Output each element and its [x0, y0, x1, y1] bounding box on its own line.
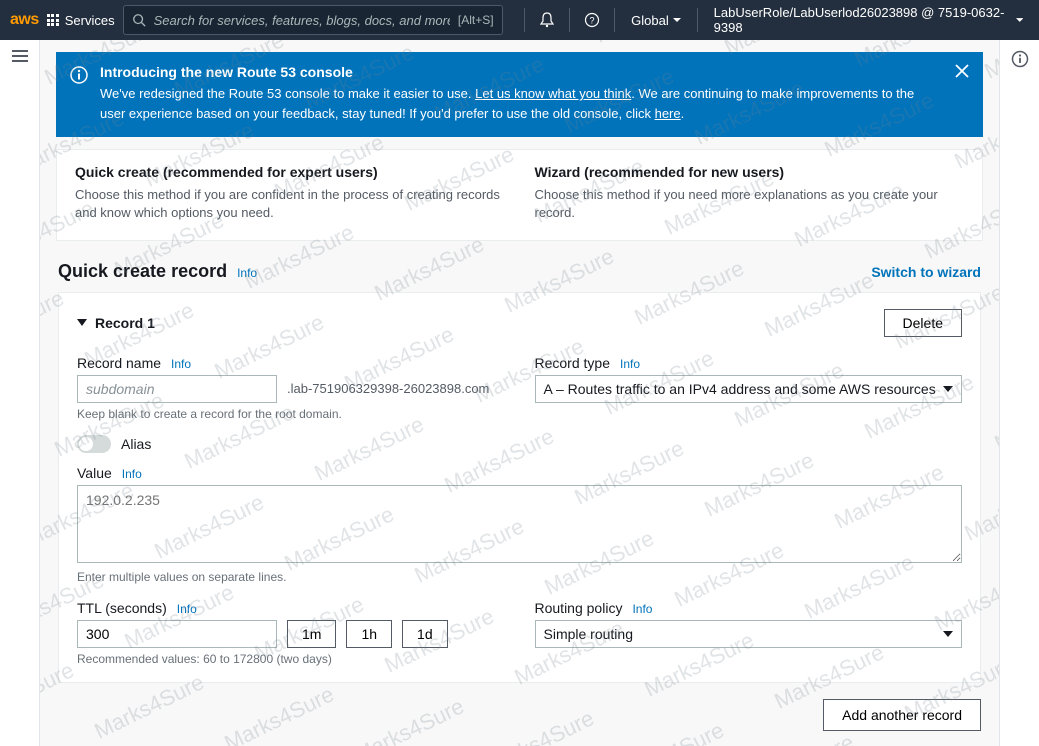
svg-text:?: ?: [590, 16, 595, 26]
left-rail: [0, 40, 40, 746]
ttl-1d-button[interactable]: 1d: [402, 620, 448, 648]
record-card: Record 1 Delete Record name Info .lab-75…: [58, 292, 981, 683]
record-name-hint: Keep blank to create a record for the ro…: [77, 407, 505, 421]
value-label: Value Info: [77, 465, 962, 481]
region-label: Global: [631, 13, 669, 28]
user-label: LabUserRole/LabUserlod26023898 @ 7519-06…: [714, 5, 1012, 35]
banner-title: Introducing the new Route 53 console: [100, 64, 943, 80]
domain-suffix: .lab-751906329398-26023898.com: [287, 381, 489, 398]
info-panel-icon[interactable]: [1011, 50, 1029, 68]
info-link[interactable]: Info: [620, 357, 640, 371]
right-rail: [999, 40, 1039, 746]
alias-toggle[interactable]: [77, 435, 111, 453]
switch-to-wizard-link[interactable]: Switch to wizard: [871, 264, 981, 280]
notifications-icon[interactable]: [535, 8, 559, 32]
region-dropdown[interactable]: Global: [625, 13, 687, 28]
ttl-label: TTL (seconds) Info: [77, 600, 505, 616]
info-link[interactable]: Info: [237, 266, 257, 280]
info-icon: [70, 66, 88, 84]
info-link[interactable]: Info: [171, 357, 191, 371]
banner-link-feedback[interactable]: Let us know what you think: [475, 86, 631, 101]
search-container: [Alt+S]: [123, 5, 503, 35]
wizard-title: Wizard (recommended for new users): [535, 164, 965, 180]
record-toggle[interactable]: Record 1: [77, 315, 155, 331]
ttl-input[interactable]: [77, 620, 277, 648]
user-dropdown[interactable]: LabUserRole/LabUserlod26023898 @ 7519-06…: [708, 5, 1029, 35]
help-icon[interactable]: ?: [580, 8, 604, 32]
quick-create-heading: Quick create record Info Switch to wizar…: [58, 261, 981, 282]
quick-title: Quick create (recommended for expert use…: [75, 164, 505, 180]
top-nav: aws Services [Alt+S] ? Global LabUserRol…: [0, 0, 1039, 40]
ttl-1h-button[interactable]: 1h: [346, 620, 392, 648]
layout: Introducing the new Route 53 console We'…: [0, 40, 1039, 746]
value-hint: Enter multiple values on separate lines.: [77, 570, 962, 584]
caret-down-icon: [77, 319, 87, 327]
info-link[interactable]: Info: [122, 467, 142, 481]
quick-desc: Choose this method if you are confident …: [75, 186, 505, 222]
record-name-input[interactable]: [77, 375, 277, 403]
info-link[interactable]: Info: [632, 602, 652, 616]
record-header: Record 1 Delete: [77, 309, 962, 337]
record-name-label: Record name Info: [77, 355, 505, 371]
chevron-down-icon: [673, 18, 681, 23]
ttl-1m-button[interactable]: 1m: [287, 620, 336, 648]
banner-body: We've redesigned the Route 53 console to…: [100, 84, 943, 123]
grid-icon: [47, 14, 59, 26]
quick-method: Quick create (recommended for expert use…: [75, 164, 505, 222]
hamburger-icon[interactable]: [12, 50, 28, 62]
wizard-desc: Choose this method if you need more expl…: [535, 186, 965, 222]
ttl-hint: Recommended values: 60 to 172800 (two da…: [77, 652, 505, 666]
delete-button[interactable]: Delete: [884, 309, 962, 337]
routing-label: Routing policy Info: [535, 600, 963, 616]
qc-title: Quick create record Info: [58, 261, 257, 282]
close-icon[interactable]: [955, 64, 969, 78]
info-link[interactable]: Info: [177, 602, 197, 616]
add-row: Add another record: [58, 699, 981, 731]
services-menu[interactable]: Services: [47, 13, 115, 28]
banner-link-old-console[interactable]: here: [655, 106, 681, 121]
search-icon: [132, 13, 146, 27]
aws-logo[interactable]: aws: [10, 11, 39, 29]
record-title: Record 1: [95, 315, 155, 331]
services-label: Services: [65, 13, 115, 28]
alias-label: Alias: [121, 436, 151, 452]
search-input[interactable]: [154, 13, 450, 28]
search-kbd: [Alt+S]: [458, 13, 494, 27]
add-another-record-button[interactable]: Add another record: [823, 699, 981, 731]
chevron-down-icon: [943, 386, 953, 393]
wizard-method: Wizard (recommended for new users) Choos…: [535, 164, 965, 222]
method-card: Quick create (recommended for expert use…: [56, 149, 983, 241]
record-type-label: Record type Info: [535, 355, 963, 371]
record-type-value: A – Routes traffic to an IPv4 address an…: [544, 381, 936, 397]
info-banner: Introducing the new Route 53 console We'…: [56, 52, 983, 137]
routing-policy-select[interactable]: Simple routing: [535, 620, 963, 648]
routing-value: Simple routing: [544, 626, 634, 642]
record-type-select[interactable]: A – Routes traffic to an IPv4 address an…: [535, 375, 963, 403]
chevron-down-icon: [1016, 18, 1023, 23]
chevron-down-icon: [943, 631, 953, 638]
main-content: Introducing the new Route 53 console We'…: [40, 40, 999, 746]
value-textarea[interactable]: [77, 485, 962, 563]
